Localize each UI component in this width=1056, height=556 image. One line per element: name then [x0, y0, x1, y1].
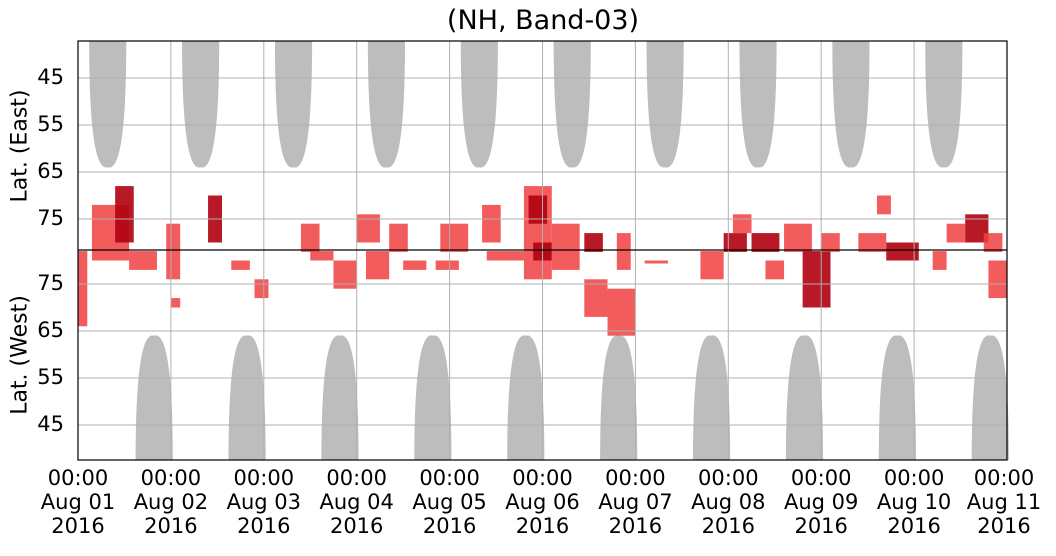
- event-mark: [482, 204, 501, 243]
- y-tick-label: 75: [37, 271, 64, 295]
- night-shading-east: [553, 41, 591, 168]
- y-tick-label: 55: [37, 112, 64, 136]
- night-shading-west: [135, 335, 173, 460]
- event-mark: [988, 260, 1007, 299]
- event-mark: [389, 223, 408, 252]
- event-mark: [858, 233, 887, 252]
- night-shading-west: [785, 335, 824, 460]
- night-shading-east: [274, 41, 313, 168]
- night-shading-west: [507, 335, 545, 460]
- x-tick-label: 00:00 Aug 10 2016: [876, 466, 952, 538]
- plot-frame: [77, 40, 1008, 461]
- night-shading-east: [367, 41, 406, 168]
- event-mark: [584, 233, 603, 252]
- event-mark: [983, 233, 1003, 252]
- x-tick-label: 00:00 Aug 11 2016: [966, 466, 1042, 538]
- event-mark: [78, 251, 88, 327]
- event-mark: [886, 242, 919, 261]
- x-tick-label: 00:00 Aug 05 2016: [412, 466, 487, 538]
- x-tick-label: 00:00 Aug 07 2016: [598, 466, 673, 538]
- event-mark: [231, 260, 250, 270]
- night-shading-west: [414, 335, 452, 460]
- x-tick-label: 00:00 Aug 02 2016: [133, 466, 209, 538]
- event-mark: [440, 223, 469, 252]
- y-tick-label: 75: [37, 206, 64, 230]
- night-shading-layer: [89, 41, 1009, 460]
- y-tick-label: 55: [37, 365, 64, 389]
- night-shading-east: [925, 41, 963, 168]
- ylabel-west: Lat. (West): [7, 295, 33, 415]
- event-mark: [765, 260, 785, 280]
- x-tick-label: 00:00 Aug 06 2016: [505, 466, 580, 538]
- event-mark: [356, 214, 380, 243]
- event-mark: [551, 223, 580, 270]
- night-shading-east: [646, 41, 684, 168]
- night-shading-west: [228, 335, 266, 460]
- night-shading-west: [321, 335, 359, 460]
- grid-layer: [78, 41, 1007, 460]
- event-mark: [644, 260, 668, 264]
- night-shading-east: [89, 41, 127, 168]
- event-mark: [365, 251, 390, 280]
- event-mark: [170, 298, 181, 308]
- event-mark: [129, 251, 157, 270]
- x-tick-label: 00:00 Aug 04 2016: [319, 466, 394, 538]
- event-mark: [732, 214, 752, 234]
- event-mark: [700, 251, 724, 280]
- event-mark: [802, 251, 831, 308]
- event-mark: [946, 223, 966, 243]
- event-mark: [300, 223, 320, 252]
- x-tick-label: 00:00 Aug 01 2016: [40, 466, 116, 538]
- night-shading-west: [692, 335, 731, 460]
- event-mark: [435, 260, 459, 270]
- event-layer: [78, 186, 1007, 336]
- event-mark: [607, 288, 636, 336]
- y-tick-label: 65: [37, 159, 64, 183]
- x-tick-label: 00:00 Aug 03 2016: [226, 466, 301, 538]
- y-tick-label: 45: [37, 412, 64, 436]
- y-tick-label: 65: [37, 318, 64, 342]
- y-tick-label: 45: [37, 65, 64, 89]
- event-mark: [932, 251, 947, 270]
- event-mark: [166, 223, 181, 280]
- night-shading-east: [460, 41, 498, 168]
- event-mark: [254, 279, 269, 299]
- x-tick-label: 00:00 Aug 08 2016: [691, 466, 766, 538]
- event-mark: [310, 251, 334, 261]
- night-shading-west: [971, 335, 1009, 460]
- event-mark: [965, 214, 989, 243]
- ylabel-east: Lat. (East): [7, 89, 33, 203]
- night-shading-east: [182, 41, 220, 168]
- event-mark: [751, 233, 780, 252]
- event-mark: [876, 195, 891, 215]
- event-mark: [115, 186, 134, 243]
- event-mark: [784, 223, 812, 252]
- chart-title: (NH, Band-03): [446, 5, 640, 36]
- night-shading-east: [739, 41, 777, 168]
- event-mark: [821, 233, 840, 252]
- night-shading-west: [878, 335, 916, 460]
- event-mark: [486, 251, 524, 261]
- event-mark: [616, 233, 631, 270]
- x-tick-label: 00:00 Aug 09 2016: [783, 466, 859, 538]
- event-mark: [403, 260, 427, 270]
- event-mark: [723, 233, 747, 252]
- night-shading-west: [600, 335, 638, 460]
- night-shading-east: [832, 41, 870, 168]
- event-mark: [584, 279, 608, 317]
- event-mark: [333, 260, 357, 289]
